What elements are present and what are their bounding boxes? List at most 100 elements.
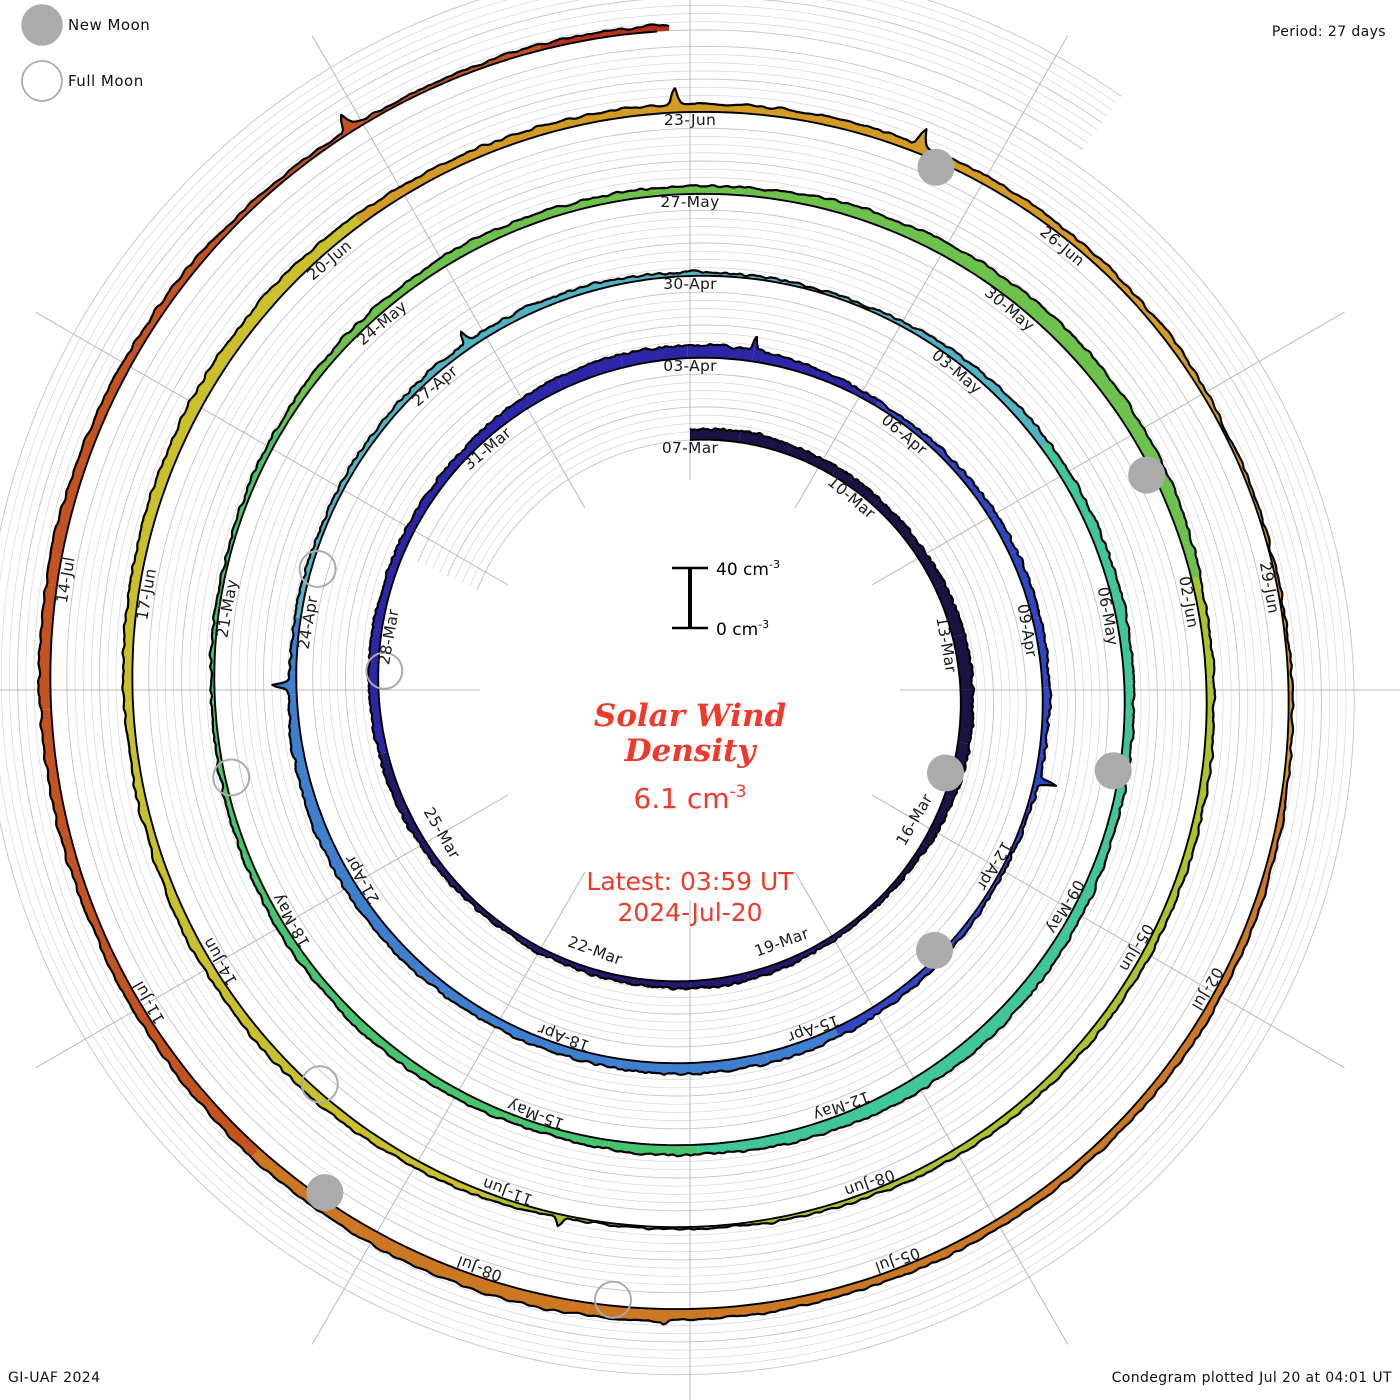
density-trace-outline [849,889,893,930]
density-band-segment [806,1175,909,1216]
density-trace-outline [765,276,847,299]
density-band-segment [139,811,186,919]
density-band-segment [929,442,981,497]
density-trace-outline [492,1199,599,1228]
density-trace-outline [944,582,967,636]
density-band-segment [869,1057,953,1115]
density-band-segment [918,330,991,386]
density-band-segment [406,232,493,290]
density-trace-outline [231,1010,308,1095]
density-trace-outline [167,1060,253,1158]
new-moon-marker [1094,752,1132,790]
density-trace-outline [435,1086,519,1126]
density-trace-outline [1091,514,1124,598]
full-moon-marker [300,1065,339,1104]
density-trace-outline [767,1035,840,1065]
legend-label-new-moon: New Moon [68,16,151,34]
density-trace-outline [996,1057,1078,1131]
density-trace-outline [1048,1111,1140,1197]
density-trace-outline [581,185,681,201]
density-band-segment [1041,442,1093,519]
density-trace-outline [1271,556,1293,675]
density-trace-outline [845,296,922,332]
date-label: 30-Apr [663,275,717,293]
density-trace-outline [740,429,792,447]
full-moon-marker [365,651,404,690]
radial-gridline [311,35,586,509]
density-trace-outline [748,956,804,981]
density-trace-outline [361,913,416,973]
density-trace-outline [1168,477,1202,577]
density-trace-outline [305,1092,397,1157]
density-trace-outline [1207,679,1217,781]
density-trace-outline [359,1031,437,1089]
density-band-segment [633,978,691,990]
density-band-segment [298,956,368,1033]
density-band-segment [488,199,584,241]
density-trace-outline [271,616,296,695]
density-band-segment [128,484,166,596]
density-trace-outline [1117,390,1171,479]
density-trace-outline [1120,596,1136,684]
density-trace-outline [788,108,903,139]
grid-spiral [25,4,1314,1335]
density-band-segment [436,1079,522,1125]
density-band-segment [944,998,1019,1070]
density-trace-outline [807,1180,909,1217]
density-trace-outline [36,583,49,710]
density-band-segment [560,87,676,130]
density-trace-outline [993,824,1026,889]
density-band-segment [1038,687,1052,757]
density-trace-outline [1137,1014,1213,1114]
density-band-segment [908,538,946,588]
center-readout: Solar Wind Density 6.1 cm-3 Latest: 03:5… [586,698,794,927]
density-trace-outline [208,605,217,699]
density-band-segment [1009,550,1040,619]
density-trace-outline [252,881,299,963]
density-trace-outline [790,444,839,469]
density-trace-outline [405,231,489,283]
density-trace-outline [1176,344,1235,447]
density-band-segment [215,512,243,607]
density-trace-outline [277,347,335,429]
density-band-segment [801,925,851,958]
density-band-segment [738,430,791,455]
density-trace-outline [693,1062,770,1076]
density-trace-outline [501,376,558,414]
density-trace-outline [220,792,255,883]
density-trace-outline [697,1142,789,1156]
density-trace-outline [874,1068,953,1116]
density-trace-outline [891,846,929,892]
density-trace-outline [901,128,1006,188]
density-band-segment [168,1056,260,1158]
density-trace-outline [602,270,686,284]
density-band-segment [922,794,954,847]
density-band-segment [959,253,1050,325]
radial-gridline [35,794,509,1069]
density-band-segment [787,445,838,476]
density-trace-outline [1258,790,1288,908]
density-trace-outline [518,1123,608,1150]
density-band-segment [697,1131,789,1155]
density-trace-outline [684,269,766,280]
density-trace-outline [1004,185,1100,259]
density-band-segment [674,87,789,118]
density-trace-outline [1210,906,1261,1016]
density-band-segment [477,1009,550,1050]
density-band-segment [952,634,975,690]
density-band-segment [1157,478,1201,579]
density-trace-outline [597,1221,702,1231]
density-band-segment [1039,314,1119,399]
density-trace-outline [347,403,397,470]
density-trace-outline [77,344,134,460]
density-trace-outline [454,412,504,460]
density-trace-outline [687,335,758,351]
density-band-segment [873,499,916,544]
density-band-segment [348,404,401,473]
density-band-segment [417,44,541,95]
density-trace-outline [121,593,130,704]
density-trace-outline [838,997,901,1038]
density-trace-outline [354,158,454,216]
density-trace-outline [707,1298,831,1320]
